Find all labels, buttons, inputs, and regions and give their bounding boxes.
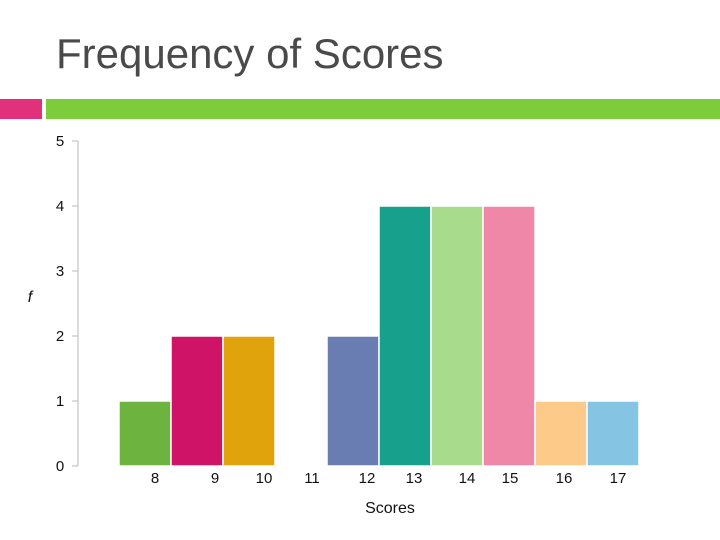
x-tick-label: 16: [556, 470, 573, 487]
x-tick-label: 13: [406, 470, 423, 487]
y-tick-label: 3: [56, 263, 64, 280]
page-title: Frequency of Scores: [56, 30, 444, 77]
bar-14: [430, 205, 484, 467]
y-axis-label: f: [28, 289, 34, 306]
x-tick-label: 11: [304, 470, 320, 487]
x-tick-label: 14: [459, 470, 476, 487]
accent-bar-pink: [0, 99, 42, 119]
accent-bar-green: [46, 99, 720, 119]
x-tick-label: 15: [502, 470, 519, 487]
bar-10: [222, 335, 276, 467]
bar-13: [378, 205, 432, 467]
y-tick-label: 2: [56, 328, 64, 345]
x-axis-label: Scores: [365, 500, 415, 517]
bar-9: [170, 335, 224, 467]
bar-16: [534, 400, 588, 467]
y-tick-label: 1: [56, 393, 64, 410]
y-tick-label: 5: [56, 133, 64, 150]
x-tick-label: 12: [359, 470, 376, 487]
x-tick-label: 8: [151, 470, 159, 487]
y-tick-label: 4: [56, 198, 64, 215]
bar-17: [586, 400, 640, 467]
bar-15: [482, 205, 536, 467]
bar-8: [118, 400, 172, 467]
x-tick-label: 9: [211, 470, 219, 487]
y-tick-label: 0: [56, 458, 64, 475]
x-tick-label: 10: [256, 470, 273, 487]
x-tick-label: 17: [610, 470, 627, 487]
bar-12: [326, 335, 380, 467]
